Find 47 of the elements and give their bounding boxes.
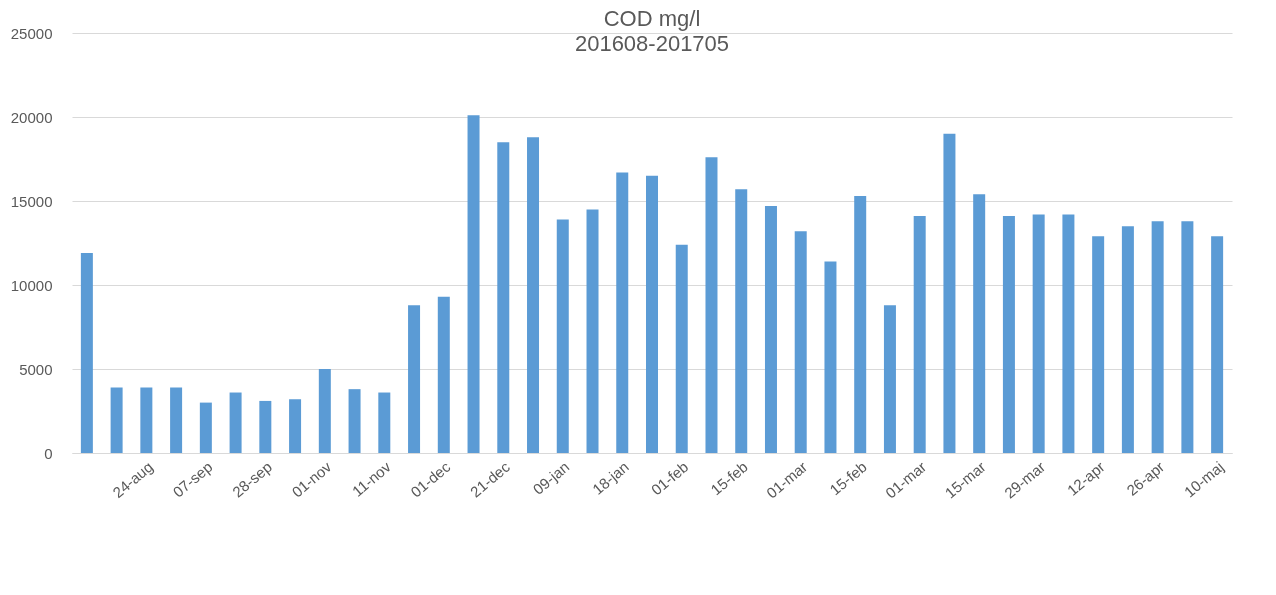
bar bbox=[616, 172, 629, 453]
bar bbox=[675, 244, 688, 453]
bar bbox=[348, 389, 361, 453]
y-tick-label: 5000 bbox=[19, 360, 53, 378]
bar bbox=[1151, 221, 1164, 453]
bar bbox=[1092, 236, 1105, 453]
bar bbox=[705, 157, 718, 453]
y-tick-label: 10000 bbox=[10, 276, 53, 294]
bar bbox=[854, 195, 867, 453]
bar bbox=[1062, 214, 1075, 453]
bar bbox=[646, 175, 658, 453]
bar bbox=[259, 400, 272, 453]
bar bbox=[735, 189, 748, 453]
bar bbox=[497, 142, 510, 453]
bar bbox=[1181, 221, 1194, 453]
bar bbox=[586, 209, 599, 453]
bar bbox=[199, 402, 212, 453]
bar bbox=[764, 206, 777, 453]
y-tick-label: 0 bbox=[44, 444, 53, 462]
bar bbox=[378, 392, 391, 453]
bar bbox=[527, 137, 540, 453]
bar bbox=[1121, 226, 1134, 453]
bar bbox=[943, 133, 956, 453]
bar bbox=[110, 387, 123, 453]
bar bbox=[318, 369, 331, 453]
bar bbox=[1211, 236, 1224, 453]
bar bbox=[437, 296, 450, 453]
bar bbox=[973, 194, 986, 453]
bar bbox=[80, 253, 93, 453]
bar bbox=[794, 231, 807, 453]
bar bbox=[170, 387, 183, 453]
bar bbox=[824, 261, 837, 453]
y-tick-label: 25000 bbox=[10, 24, 53, 42]
bar bbox=[408, 305, 421, 453]
bar bbox=[467, 115, 480, 453]
bar bbox=[1032, 214, 1045, 453]
bar bbox=[556, 219, 569, 453]
bar bbox=[913, 216, 926, 453]
y-tick-label: 15000 bbox=[10, 192, 53, 210]
bar bbox=[1002, 216, 1015, 453]
bar bbox=[229, 392, 242, 453]
y-tick-label: 20000 bbox=[10, 108, 53, 126]
bar bbox=[140, 387, 153, 453]
chart-title: COD mg/l bbox=[603, 6, 701, 31]
bar bbox=[289, 399, 302, 453]
bar bbox=[883, 305, 896, 453]
chart-subtitle: 201608-201705 bbox=[574, 31, 730, 56]
